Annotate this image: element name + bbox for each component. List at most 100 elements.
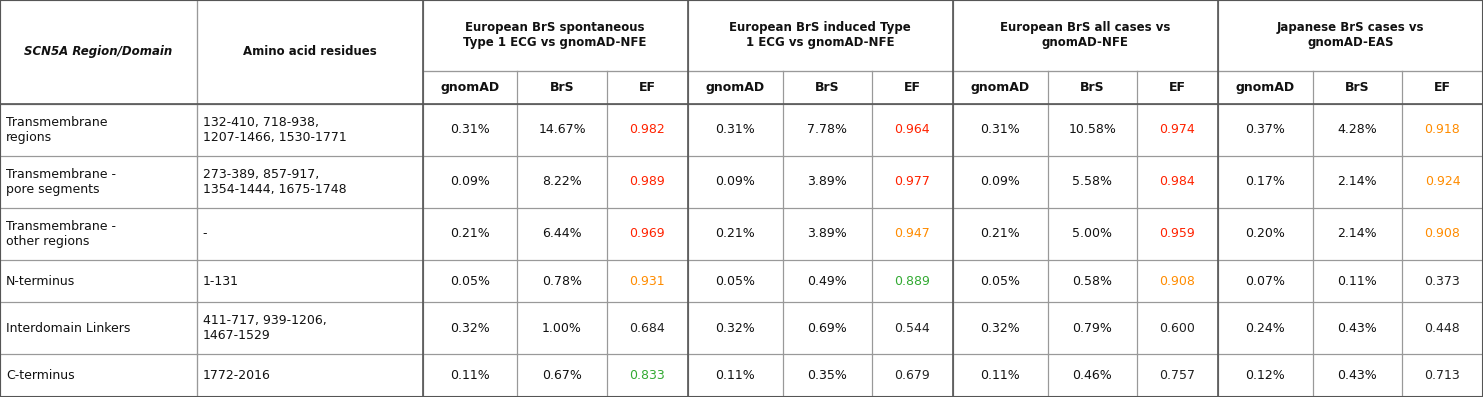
Text: 0.43%: 0.43% — [1338, 369, 1378, 382]
Text: 0.05%: 0.05% — [715, 275, 755, 288]
Text: 0.46%: 0.46% — [1072, 369, 1112, 382]
Text: BrS: BrS — [1080, 81, 1105, 94]
Text: 0.931: 0.931 — [629, 275, 664, 288]
Text: 14.67%: 14.67% — [538, 123, 586, 137]
Text: 0.58%: 0.58% — [1072, 275, 1112, 288]
Text: 2.14%: 2.14% — [1338, 227, 1378, 241]
Text: Interdomain Linkers: Interdomain Linkers — [6, 322, 131, 335]
Text: 0.20%: 0.20% — [1246, 227, 1286, 241]
Text: 0.49%: 0.49% — [807, 275, 847, 288]
Text: 0.17%: 0.17% — [1246, 175, 1286, 189]
Text: 0.05%: 0.05% — [980, 275, 1020, 288]
Text: 0.78%: 0.78% — [543, 275, 581, 288]
Text: 0.959: 0.959 — [1160, 227, 1195, 241]
Text: 8.22%: 8.22% — [543, 175, 581, 189]
Text: 6.44%: 6.44% — [543, 227, 581, 241]
Text: 0.964: 0.964 — [894, 123, 930, 137]
Text: gnomAD: gnomAD — [971, 81, 1029, 94]
Text: Transmembrane
regions: Transmembrane regions — [6, 116, 107, 144]
Text: Japanese BrS cases vs
gnomAD-EAS: Japanese BrS cases vs gnomAD-EAS — [1277, 21, 1424, 50]
Text: 0.31%: 0.31% — [451, 123, 489, 137]
Text: 0.09%: 0.09% — [980, 175, 1020, 189]
Text: 0.600: 0.600 — [1160, 322, 1195, 335]
Text: 0.69%: 0.69% — [807, 322, 847, 335]
Text: 0.35%: 0.35% — [807, 369, 847, 382]
Text: -: - — [203, 227, 208, 241]
Text: 0.713: 0.713 — [1425, 369, 1461, 382]
Text: 0.21%: 0.21% — [715, 227, 755, 241]
Text: 132-410, 718-938,
1207-1466, 1530-1771: 132-410, 718-938, 1207-1466, 1530-1771 — [203, 116, 347, 144]
Text: 0.982: 0.982 — [629, 123, 664, 137]
Text: 3.89%: 3.89% — [807, 227, 847, 241]
Text: 0.79%: 0.79% — [1072, 322, 1112, 335]
Text: 0.984: 0.984 — [1160, 175, 1195, 189]
Text: EF: EF — [639, 81, 655, 94]
Text: 4.28%: 4.28% — [1338, 123, 1378, 137]
Text: 0.32%: 0.32% — [451, 322, 489, 335]
Text: EF: EF — [1434, 81, 1450, 94]
Text: EF: EF — [903, 81, 921, 94]
Text: 1-131: 1-131 — [203, 275, 239, 288]
Text: 0.21%: 0.21% — [980, 227, 1020, 241]
Text: European BrS all cases vs
gnomAD-NFE: European BrS all cases vs gnomAD-NFE — [1000, 21, 1170, 50]
Text: 0.21%: 0.21% — [451, 227, 489, 241]
Text: Transmembrane -
pore segments: Transmembrane - pore segments — [6, 168, 116, 196]
Text: 0.32%: 0.32% — [980, 322, 1020, 335]
Text: 0.12%: 0.12% — [1246, 369, 1286, 382]
Text: 1772-2016: 1772-2016 — [203, 369, 271, 382]
Text: 0.924: 0.924 — [1425, 175, 1461, 189]
Text: 0.908: 0.908 — [1425, 227, 1461, 241]
Text: 0.11%: 0.11% — [1338, 275, 1378, 288]
Text: 0.09%: 0.09% — [715, 175, 755, 189]
Text: 0.684: 0.684 — [629, 322, 664, 335]
Text: 0.977: 0.977 — [894, 175, 930, 189]
Text: 0.373: 0.373 — [1425, 275, 1461, 288]
Text: 0.09%: 0.09% — [449, 175, 489, 189]
Text: 0.908: 0.908 — [1160, 275, 1195, 288]
Text: 0.757: 0.757 — [1160, 369, 1195, 382]
Text: 0.833: 0.833 — [629, 369, 664, 382]
Text: Amino acid residues: Amino acid residues — [243, 46, 377, 58]
Text: SCN5A Region/Domain: SCN5A Region/Domain — [24, 46, 172, 58]
Text: 0.448: 0.448 — [1425, 322, 1461, 335]
Text: BrS: BrS — [1345, 81, 1370, 94]
Text: gnomAD: gnomAD — [706, 81, 765, 94]
Text: BrS: BrS — [814, 81, 839, 94]
Text: C-terminus: C-terminus — [6, 369, 74, 382]
Text: 3.89%: 3.89% — [807, 175, 847, 189]
Text: 0.889: 0.889 — [894, 275, 930, 288]
Text: gnomAD: gnomAD — [440, 81, 500, 94]
Text: 0.31%: 0.31% — [980, 123, 1020, 137]
Text: 0.32%: 0.32% — [715, 322, 755, 335]
Text: 0.918: 0.918 — [1425, 123, 1461, 137]
Text: 0.31%: 0.31% — [715, 123, 755, 137]
Text: 0.947: 0.947 — [894, 227, 930, 241]
Text: 2.14%: 2.14% — [1338, 175, 1378, 189]
Text: 1.00%: 1.00% — [543, 322, 581, 335]
Text: 0.05%: 0.05% — [449, 275, 489, 288]
Text: 5.58%: 5.58% — [1072, 175, 1112, 189]
Text: 273-389, 857-917,
1354-1444, 1675-1748: 273-389, 857-917, 1354-1444, 1675-1748 — [203, 168, 347, 196]
Text: 0.24%: 0.24% — [1246, 322, 1286, 335]
Text: European BrS spontaneous
Type 1 ECG vs gnomAD-NFE: European BrS spontaneous Type 1 ECG vs g… — [463, 21, 647, 50]
Text: gnomAD: gnomAD — [1235, 81, 1295, 94]
Text: 0.11%: 0.11% — [980, 369, 1020, 382]
Text: 411-717, 939-1206,
1467-1529: 411-717, 939-1206, 1467-1529 — [203, 314, 326, 343]
Text: 0.67%: 0.67% — [543, 369, 581, 382]
Text: 0.969: 0.969 — [629, 227, 664, 241]
Text: 0.989: 0.989 — [629, 175, 664, 189]
Text: 0.07%: 0.07% — [1246, 275, 1286, 288]
Text: 0.679: 0.679 — [894, 369, 930, 382]
Text: 0.11%: 0.11% — [715, 369, 755, 382]
Text: 0.37%: 0.37% — [1246, 123, 1286, 137]
Text: EF: EF — [1169, 81, 1186, 94]
Text: 5.00%: 5.00% — [1072, 227, 1112, 241]
Text: 0.544: 0.544 — [894, 322, 930, 335]
Text: 7.78%: 7.78% — [807, 123, 847, 137]
Text: 0.974: 0.974 — [1160, 123, 1195, 137]
Text: BrS: BrS — [550, 81, 574, 94]
Text: 0.11%: 0.11% — [451, 369, 489, 382]
Text: Transmembrane -
other regions: Transmembrane - other regions — [6, 220, 116, 248]
Text: European BrS induced Type
1 ECG vs gnomAD-NFE: European BrS induced Type 1 ECG vs gnomA… — [730, 21, 911, 50]
Text: N-terminus: N-terminus — [6, 275, 76, 288]
